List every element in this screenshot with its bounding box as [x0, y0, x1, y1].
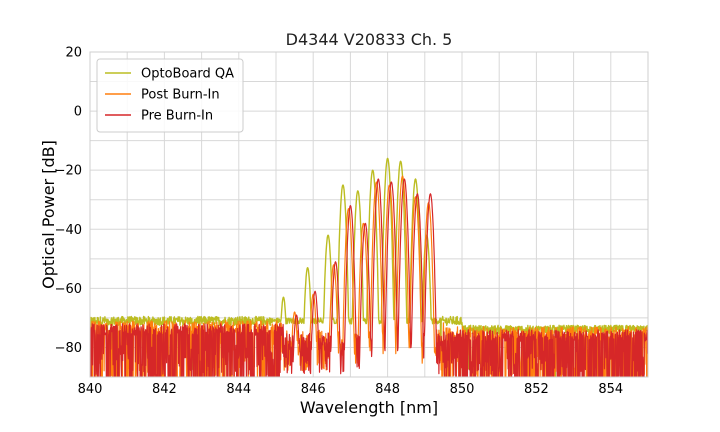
- y-axis-label: Optical Power [dB]: [39, 140, 58, 289]
- series-line-0: [90, 157, 648, 377]
- legend-box: [96, 58, 244, 133]
- series-line-2: [90, 178, 648, 377]
- legend-label: Post Burn-In: [141, 88, 220, 103]
- plot-frame: [89, 51, 649, 378]
- y-tick-label: −80: [55, 341, 82, 356]
- chart-title: D4344 V20833 Ch. 5: [286, 30, 453, 49]
- x-tick-label: 848: [375, 382, 400, 397]
- x-tick-label: 850: [450, 382, 475, 397]
- x-tick-label: 840: [78, 382, 103, 397]
- y-tick-label: −60: [55, 282, 82, 297]
- y-tick-label: 20: [65, 46, 82, 61]
- y-tick-label: −20: [55, 164, 82, 179]
- y-tick-label: −40: [55, 223, 82, 238]
- tick-labels: 840 842 844 846 848 850 852 854 20 0 −20 −40 −60 −80: [55, 46, 624, 398]
- x-tick-label: 854: [598, 382, 623, 397]
- legend-label: Pre Burn-In: [141, 109, 213, 124]
- legend-label: OptoBoard QA: [141, 67, 234, 82]
- legend: OptoBoard QA Post Burn-In Pre Burn-In: [96, 58, 244, 133]
- x-axis-label: Wavelength [nm]: [300, 398, 438, 417]
- x-tick-label: 852: [524, 382, 549, 397]
- x-tick-label: 846: [301, 382, 326, 397]
- x-tick-label: 842: [152, 382, 177, 397]
- series-layer: [90, 157, 648, 377]
- y-tick-label: 0: [74, 105, 82, 120]
- x-tick-label: 844: [226, 382, 251, 397]
